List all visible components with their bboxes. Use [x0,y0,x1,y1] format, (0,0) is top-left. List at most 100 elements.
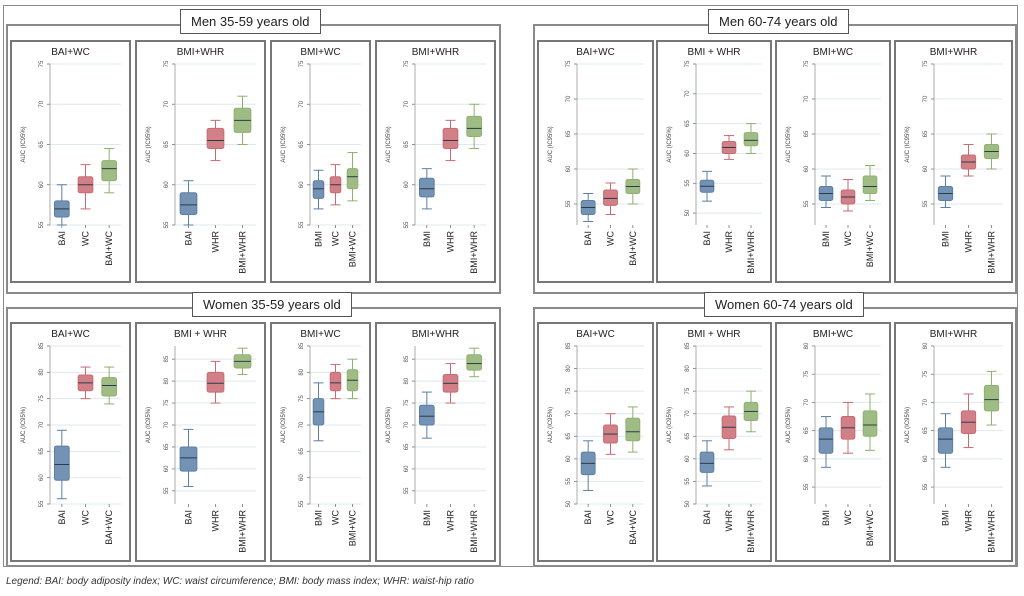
chart-svg: BMI+WC AUC (IC95%) 55 60 65 70 75 80 BMI WC BMI+WC [786,329,881,546]
y-tick-label: 65 [804,130,810,137]
box [862,410,878,437]
chart-panel: BMI+WC AUC (IC95%) 55 60 65 70 75 BMI WC BMI+WC [775,40,891,283]
y-tick-label: 80 [685,365,691,372]
figure-legend: Legend: BAI: body adiposity index; WC: w… [6,576,474,587]
y-tick-label: 60 [566,455,572,462]
x-tick-label: WHR [964,510,974,532]
y-axis-label: AUC (IC95%) [548,126,554,162]
group-title: Women 35-59 years old [192,292,352,317]
chart-svg: BMI+WC AUC (IC95%) 55 60 65 70 75 BMI WC BMI+WC [786,47,881,267]
y-tick-label: 80 [566,365,572,372]
y-tick-label: 50 [685,209,691,216]
y-tick-label: 70 [566,410,572,417]
y-axis-label: AUC (IC95%) [281,407,287,443]
x-tick-label: BAI [184,510,194,525]
chart-svg: BAI+WC AUC (IC95%) 55 60 65 70 75 80 85 BAI WC BAI+… [21,329,121,545]
y-tick-label: 75 [299,395,305,402]
chart-title: BAI+WC [51,47,90,58]
y-axis-label: AUC (IC95%) [21,126,27,162]
x-tick-label: WC [331,231,341,246]
chart-panel: BMI+WHR AUC (IC95%) 55 60 65 70 75 80 85 BMI WHR BM… [375,322,496,562]
x-tick-label: WC [81,231,91,246]
figure-frame [3,5,1018,567]
x-tick-label: BMI+WHR [238,230,248,273]
chart-title: BMI+WC [300,47,340,58]
y-tick-label: 65 [923,130,929,137]
y-tick-label: 55 [566,477,572,484]
y-tick-label: 80 [804,342,810,349]
chart-svg: BMI + WHR AUC (IC95%) 55 60 65 70 75 80 85 BAI WHR… [146,329,256,553]
y-tick-label: 55 [164,487,170,494]
x-tick-label: BMI [941,231,951,247]
y-axis-label: AUC (IC95%) [667,126,673,162]
chart-panel: BMI+WHR AUC (IC95%) 55 60 65 70 75 BMI WHR BMI+WH… [894,40,1013,283]
x-tick-label: BMI+WC [348,510,358,547]
y-axis-label: AUC (IC95%) [786,126,792,162]
y-tick-label: 60 [164,181,170,188]
box [818,427,834,454]
box [206,371,225,393]
chart-title: BMI + WHR [687,47,740,58]
y-tick-label: 65 [404,443,410,450]
y-tick-label: 55 [39,500,45,507]
box [466,354,483,371]
y-tick-label: 70 [923,398,929,405]
box [937,427,954,454]
x-tick-label: BAI [583,510,593,525]
y-tick-label: 60 [404,465,410,472]
chart-title: BMI + WHR [687,329,740,340]
y-tick-label: 70 [923,95,929,102]
x-tick-label: BMI [314,510,324,526]
box [101,377,118,397]
y-axis-label: AUC (IC95%) [386,126,392,162]
y-tick-label: 85 [566,342,572,349]
y-tick-label: 70 [404,421,410,428]
chart-panel: BMI + WHR AUC (IC95%) 55 60 65 70 75 80 85 BAI WHR… [135,322,266,562]
y-tick-label: 55 [404,221,410,228]
y-tick-label: 60 [404,181,410,188]
x-tick-label: WHR [211,231,221,253]
y-axis-label: AUC (IC95%) [146,126,152,162]
box [179,446,198,472]
x-tick-label: BAI [184,231,194,246]
x-tick-label: BMI [422,510,432,526]
chart-svg: BMI + WHR AUC (IC95%) 50 55 60 65 70 75 BAI WHR BM… [667,47,762,274]
y-tick-label: 80 [299,368,305,375]
y-tick-label: 75 [299,60,305,67]
x-tick-label: WHR [446,510,456,532]
y-tick-label: 65 [164,141,170,148]
y-axis-label: AUC (IC95%) [905,407,911,443]
y-tick-label: 75 [804,370,810,377]
y-tick-label: 80 [923,342,929,349]
y-tick-label: 60 [39,474,45,481]
chart-panel: BMI+WC AUC (IC95%) 55 60 65 70 75 80 BMI WC BMI+WC [775,322,891,562]
y-tick-label: 60 [39,181,45,188]
x-tick-label: WC [331,510,341,525]
box [418,177,435,198]
chart-svg: BMI+WC AUC (IC95%) 55 60 65 70 75 80 85 BMI WC BMI+… [281,329,361,547]
y-tick-label: 85 [164,355,170,362]
chart-svg: BMI+WHR AUC (IC95%) 55 60 65 70 75 80 85 BMI WHR BM… [386,329,486,553]
chart-panel: BMI+WHR AUC (IC95%) 55 60 65 70 75 80 BMI WHR BMI+… [894,322,1013,562]
y-tick-label: 75 [804,60,810,67]
y-tick-label: 70 [804,398,810,405]
box [625,417,641,442]
x-tick-label: BMI+WHR [469,230,479,273]
box [699,451,715,473]
chart-panel: BMI+WHR AUC (IC95%) 55 60 65 70 75 BAI WHR BMI+WH… [135,40,266,283]
y-tick-label: 75 [566,60,572,67]
x-tick-label: BAI [702,510,712,525]
y-tick-label: 85 [299,342,305,349]
y-tick-label: 55 [923,483,929,490]
chart-svg: BMI+WHR AUC (IC95%) 55 60 65 70 75 BAI WHR BMI+WH… [146,47,256,274]
y-tick-label: 85 [404,355,410,362]
box [442,127,459,150]
y-tick-label: 60 [685,149,691,156]
chart-svg: BMI+WHR AUC (IC95%) 55 60 65 70 75 80 BMI WHR BMI+… [905,329,1003,553]
chart-title: BMI+WC [813,329,853,340]
y-axis-label: AUC (IC95%) [281,126,287,162]
y-tick-label: 60 [685,455,691,462]
x-tick-label: BMI+WHR [746,230,756,273]
y-axis-label: AUC (IC95%) [21,407,27,443]
y-axis-label: AUC (IC95%) [548,407,554,443]
